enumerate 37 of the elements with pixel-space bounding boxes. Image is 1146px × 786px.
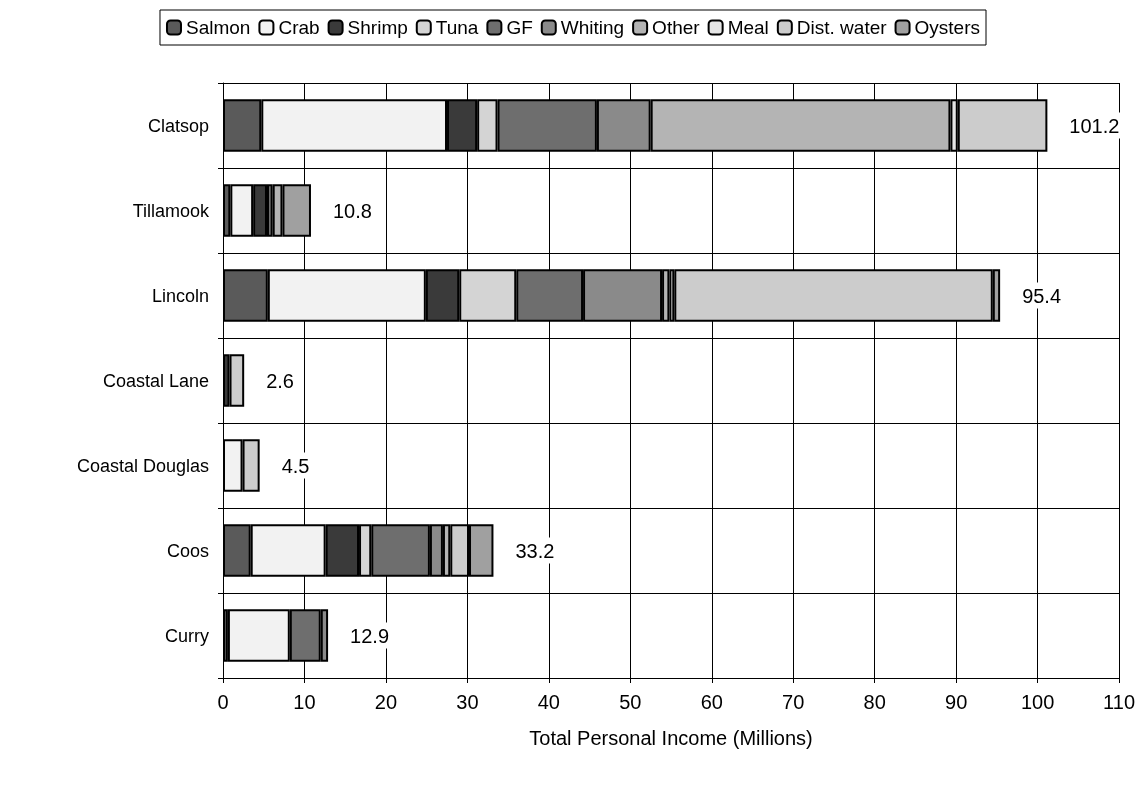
legend-label: Other bbox=[652, 17, 701, 38]
legend-label: Salmon bbox=[185, 17, 251, 38]
legend-label: GF bbox=[506, 17, 533, 38]
x-tick-label: 90 bbox=[945, 691, 968, 713]
x-tick-label: 0 bbox=[217, 691, 229, 713]
total-label: 95.4 bbox=[1022, 284, 1062, 307]
total-label: 101.2 bbox=[1069, 114, 1120, 137]
legend-label: Whiting bbox=[560, 17, 625, 38]
legend-label: Crab bbox=[278, 17, 320, 38]
y-tick-label: Clatsop bbox=[147, 115, 209, 136]
y-tick-label: Lincoln bbox=[151, 285, 209, 306]
x-tick-label: 10 bbox=[293, 691, 316, 713]
legend-label: Meal bbox=[727, 17, 769, 38]
x-tick-label: 110 bbox=[1103, 691, 1135, 713]
x-tick-label: 100 bbox=[1020, 691, 1055, 713]
x-tick-label: 70 bbox=[782, 691, 805, 713]
x-tick-label: 60 bbox=[700, 691, 723, 713]
y-tick-label: Coastal Douglas bbox=[76, 455, 209, 476]
total-label: 12.9 bbox=[350, 624, 390, 647]
x-tick-label: 30 bbox=[456, 691, 479, 713]
x-tick-label: 40 bbox=[537, 691, 560, 713]
y-tick-label: Tillamook bbox=[132, 200, 210, 221]
legend-label: Dist. water bbox=[796, 17, 888, 38]
y-tick-label: Curry bbox=[165, 625, 209, 646]
total-label: 2.6 bbox=[266, 369, 294, 392]
x-axis-title: Total Personal Income (Millions) bbox=[529, 727, 813, 749]
total-label: 33.2 bbox=[515, 539, 555, 562]
x-tick-label: 20 bbox=[374, 691, 398, 713]
x-tick-label: 50 bbox=[619, 691, 642, 713]
legend-label: Tuna bbox=[435, 17, 479, 38]
legend-label: Shrimp bbox=[347, 17, 408, 38]
legend-label: Oysters bbox=[914, 17, 981, 38]
total-label: 10.8 bbox=[332, 199, 372, 222]
y-tick-label: Coos bbox=[166, 540, 209, 561]
x-tick-label: 80 bbox=[863, 691, 886, 713]
y-tick-label: Coastal Lane bbox=[102, 370, 209, 391]
total-label: 4.5 bbox=[281, 454, 310, 477]
